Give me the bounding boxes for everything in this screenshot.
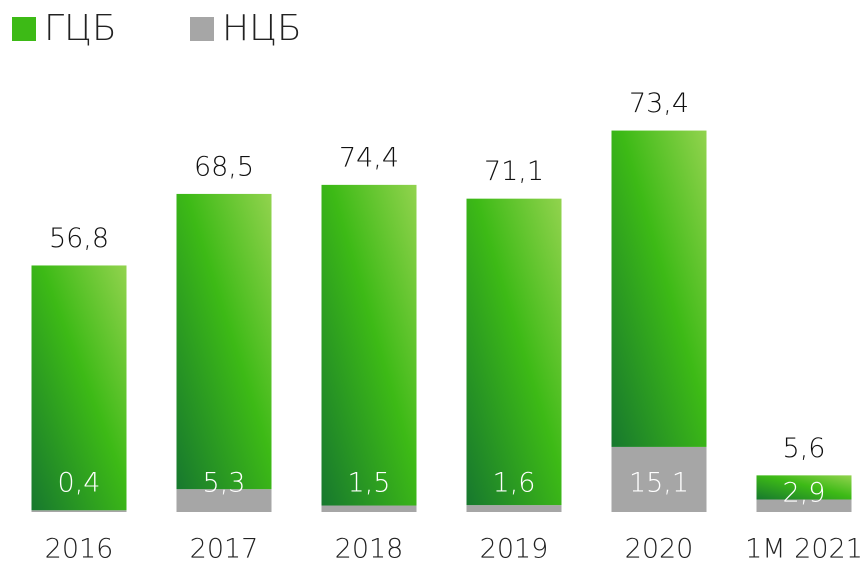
legend-label: ГЦБ — [44, 8, 117, 49]
value-label: 71,1 — [484, 156, 544, 187]
x-tick-label: 2016 — [45, 534, 114, 565]
bar-segment — [611, 446, 707, 512]
value-label: 2,9 — [783, 478, 826, 509]
bar-segment — [31, 510, 127, 512]
bar-segment — [321, 184, 417, 506]
value-label: 5,6 — [783, 433, 826, 464]
x-tick-label: 2017 — [190, 534, 259, 565]
bar-segment — [611, 130, 707, 447]
value-label: 73,4 — [629, 88, 689, 119]
value-label: 5,3 — [203, 468, 246, 499]
bar-segment — [756, 475, 852, 500]
bar-segment — [756, 499, 852, 512]
bar-segment — [466, 505, 562, 512]
bar-segment — [31, 265, 127, 511]
bar-segment — [176, 193, 272, 490]
value-label: 68,5 — [194, 151, 254, 182]
x-tick-label: 2019 — [480, 534, 549, 565]
legend-swatch — [12, 17, 36, 41]
legend-label: НЦБ — [222, 8, 302, 49]
value-label: 1,5 — [348, 468, 391, 499]
legend-swatch — [190, 17, 214, 41]
value-label: 74,4 — [339, 142, 399, 173]
bar-segment — [321, 505, 417, 512]
value-label: 0,4 — [58, 468, 101, 499]
x-tick-label: 1M 2021 — [745, 534, 863, 565]
x-tick-label: 2018 — [335, 534, 404, 565]
value-label: 56,8 — [49, 223, 109, 254]
bar-segment — [176, 489, 272, 512]
bar-segment — [466, 198, 562, 506]
value-label: 15,1 — [629, 468, 689, 499]
x-tick-label: 2020 — [625, 534, 694, 565]
value-label: 1,6 — [493, 468, 536, 499]
